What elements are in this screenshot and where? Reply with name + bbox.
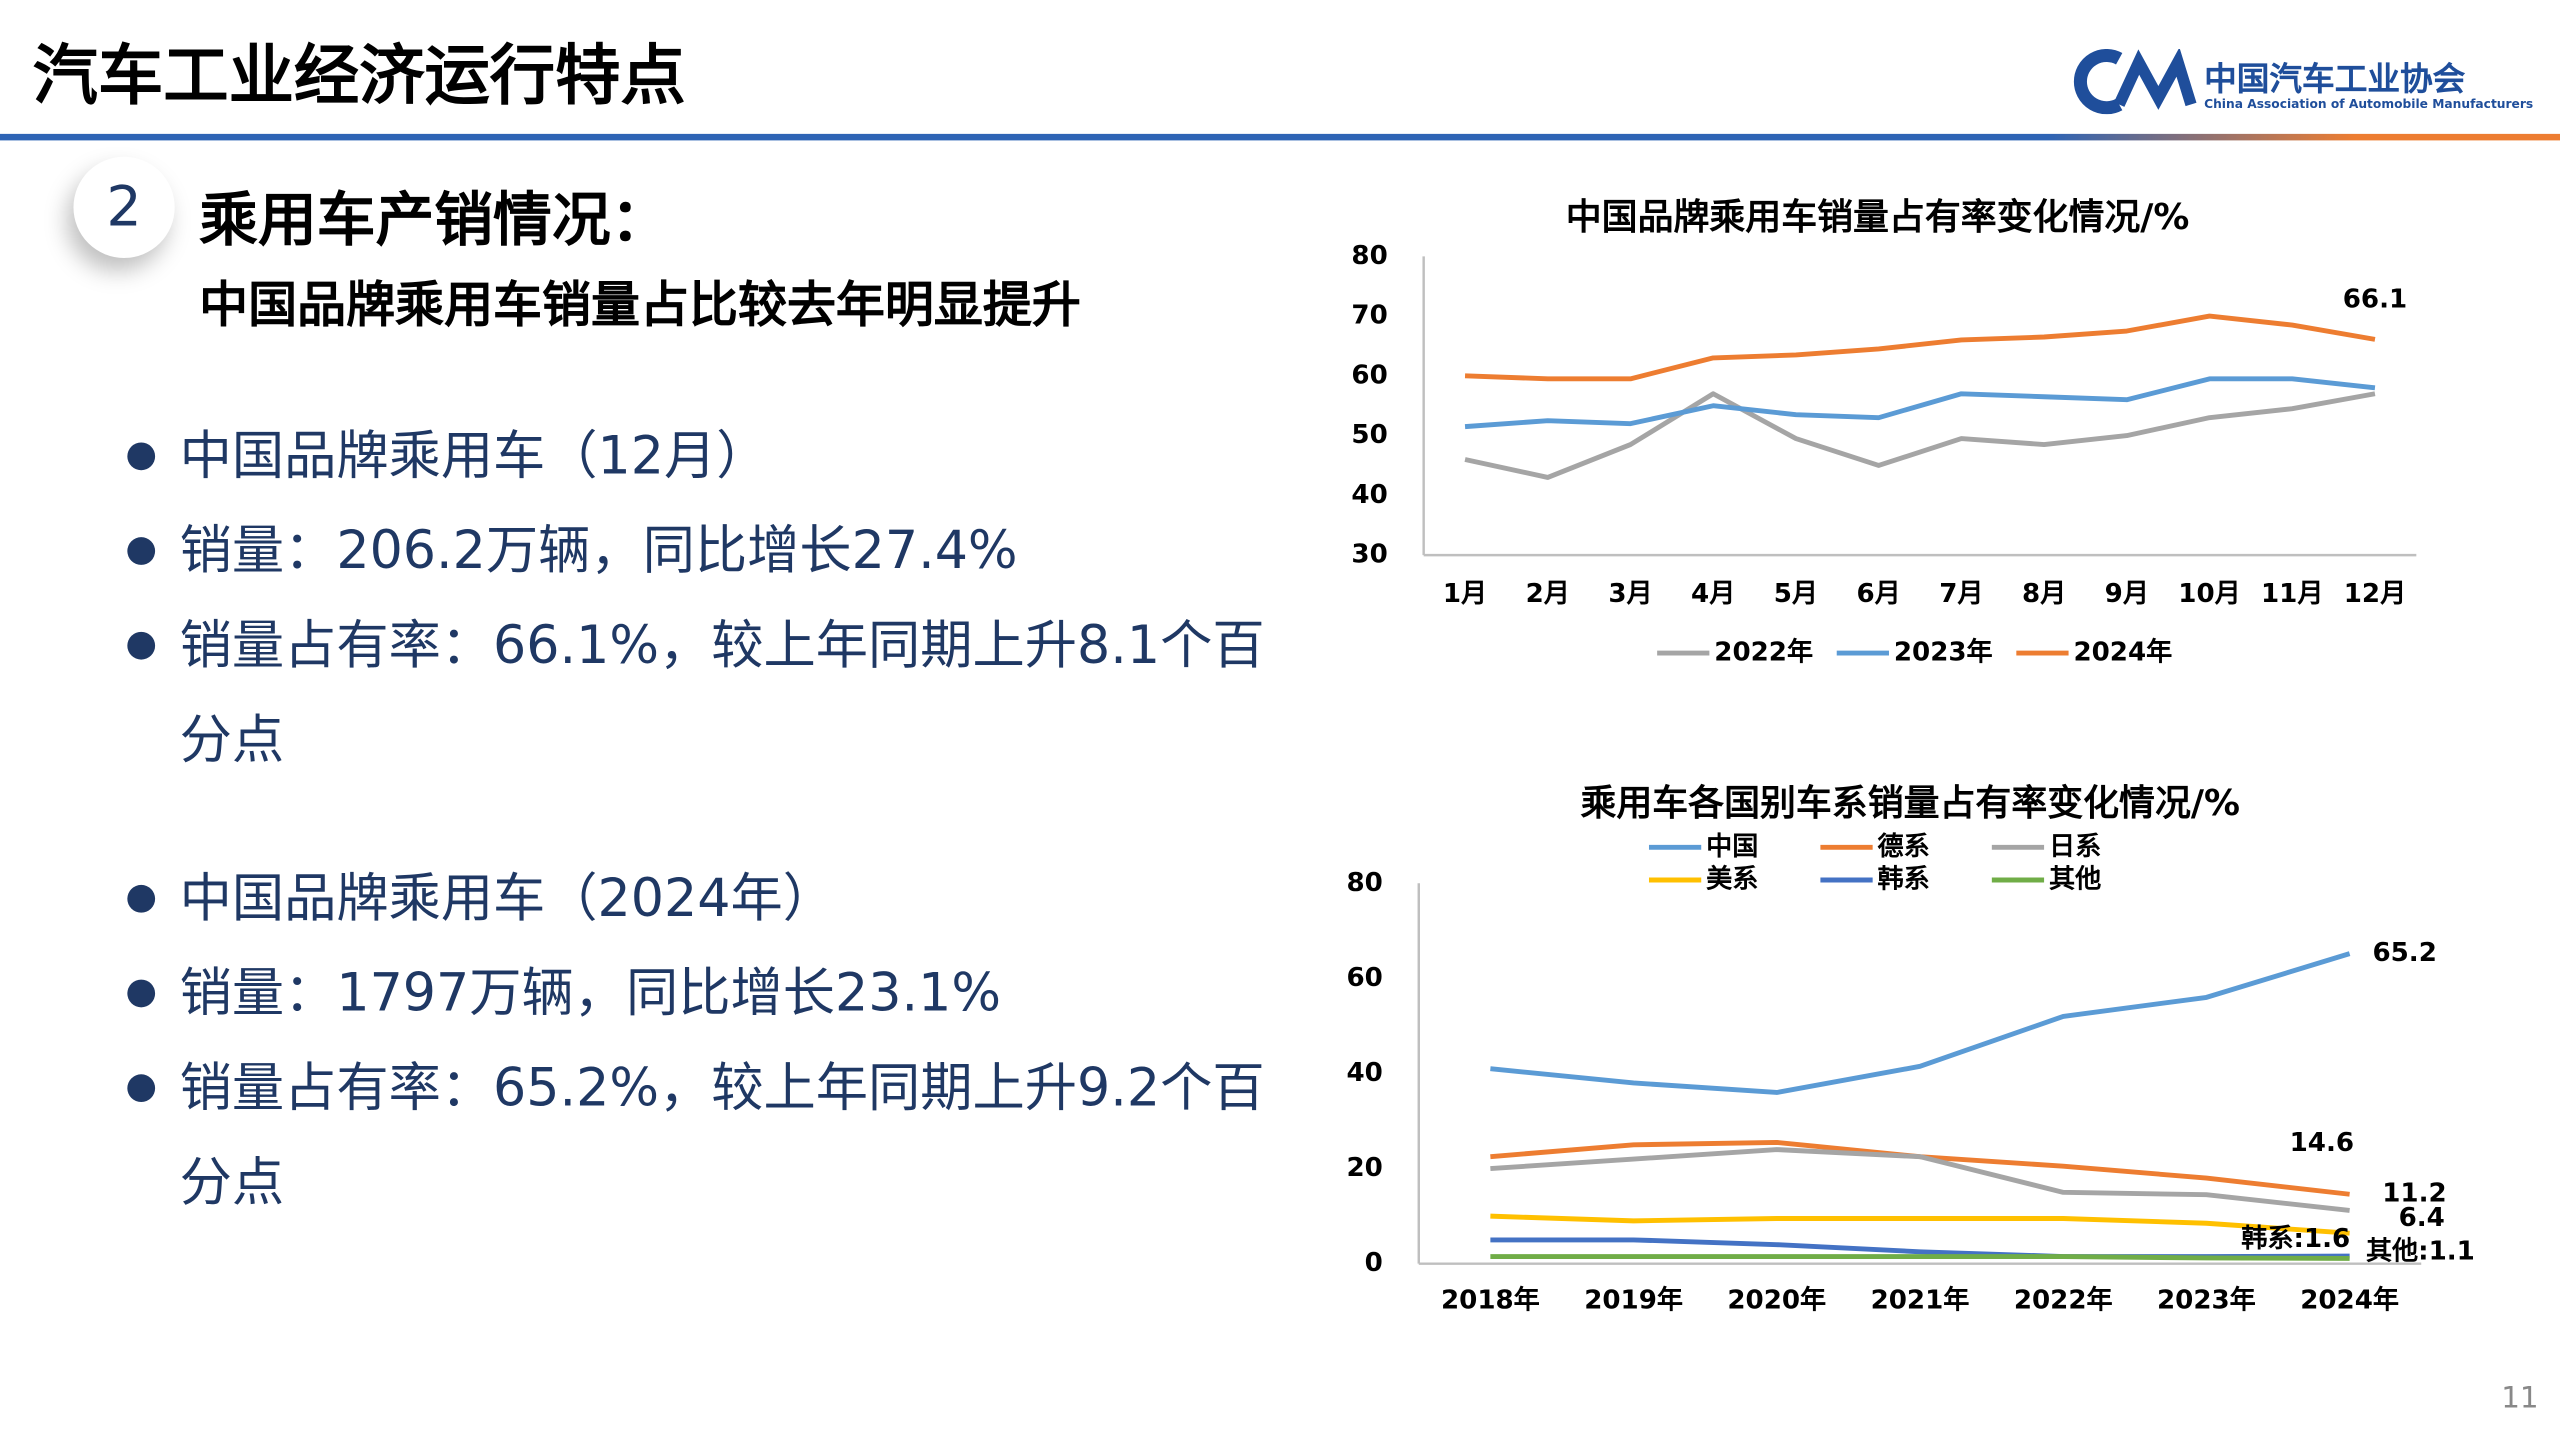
data-label: 其他:1.1 <box>2366 1236 2475 1266</box>
legend-label: 2022年 <box>1714 637 1813 668</box>
x-tick-label: 2018年 <box>1441 1285 1540 1316</box>
y-tick-label: 60 <box>1347 963 1383 993</box>
header-title: 汽车工业经济运行特点 <box>32 39 686 115</box>
section-subheading: 中国品牌乘用车销量占比较去年明显提升 <box>199 277 1081 335</box>
section-number: 2 <box>73 156 175 258</box>
bullet-dot <box>127 442 156 471</box>
bullet-dot <box>127 537 156 565</box>
data-line <box>1490 951 2351 1095</box>
x-tick-label: 4月 <box>1691 579 1735 609</box>
x-tick-label: 6月 <box>1856 579 1900 609</box>
x-tick-label: 3月 <box>1608 579 1652 609</box>
y-tick-label: 60 <box>1351 360 1387 390</box>
bullet-dot <box>127 884 156 913</box>
data-line <box>1490 1213 2350 1236</box>
bullet-text: 中国品牌乘用车（12月） <box>179 424 769 487</box>
data-line <box>1464 313 2376 382</box>
legend-label: 日系 <box>2049 832 2101 862</box>
data-label: 韩系:1.6 <box>2241 1224 2350 1254</box>
bullet-text: 中国品牌乘用车（2024年） <box>179 866 836 929</box>
y-tick-label: 80 <box>1347 868 1383 898</box>
data-line <box>1490 1147 2350 1213</box>
y-tick-label: 40 <box>1347 1058 1383 1088</box>
x-tick-label: 2019年 <box>1584 1285 1683 1316</box>
x-tick-label: 1月 <box>1443 579 1487 609</box>
data-label: 14.6 <box>2290 1128 2354 1158</box>
data-label: 66.1 <box>2343 285 2407 315</box>
bullet-dot <box>127 631 156 660</box>
chart-title: 中国品牌乘用车销量占有率变化情况/% <box>1566 196 2190 238</box>
x-tick-label: 7月 <box>1939 579 1983 609</box>
bullet: 销量：1797万辆，同比增长23.1% <box>127 945 1270 1040</box>
data-line <box>1490 1139 2350 1197</box>
legend-label: 美系 <box>1706 863 1758 894</box>
bullet: 销量：206.2万辆，同比增长27.4% <box>127 503 1270 598</box>
x-tick-label: 2022年 <box>2014 1285 2113 1316</box>
y-tick-label: 80 <box>1351 241 1387 271</box>
section-heading: 乘用车产销情况： <box>199 187 670 255</box>
x-tick-label: 2023年 <box>2157 1285 2256 1316</box>
x-tick-label: 12月 <box>2344 579 2406 609</box>
data-line <box>1490 1237 2350 1259</box>
x-tick-label: 8月 <box>2022 579 2066 609</box>
logo-cn: 中国汽车工业协会 <box>2204 58 2466 98</box>
data-line <box>1464 391 2376 480</box>
y-tick-label: 70 <box>1351 301 1387 331</box>
x-tick-label: 2021年 <box>1871 1285 1970 1316</box>
data-label: 6.4 <box>2399 1203 2445 1233</box>
y-tick-label: 0 <box>1365 1248 1383 1278</box>
data-label: 11.2 <box>2382 1179 2446 1209</box>
legend-label: 中国 <box>1706 832 1758 862</box>
x-tick-label: 2020年 <box>1727 1285 1826 1316</box>
legend-label: 韩系 <box>1878 864 1930 894</box>
x-tick-label: 2024年 <box>2300 1285 2399 1316</box>
bullet-dot <box>127 979 156 1008</box>
y-tick-label: 20 <box>1347 1153 1383 1183</box>
legend-label: 2023年 <box>1894 637 1993 668</box>
bullet: 中国品牌乘用车（2024年） <box>127 851 1270 946</box>
bullet: 销量占有率：66.1%，较上年同期上升8.1个百分点 <box>127 598 1270 787</box>
x-tick-label: 2月 <box>1526 579 1570 609</box>
bullet-dot <box>127 1074 156 1103</box>
bullet-text: 销量：206.2万辆，同比增长27.4% <box>179 519 1018 582</box>
x-tick-label: 10月 <box>2178 579 2240 609</box>
data-line <box>1464 376 2376 430</box>
data-line <box>1490 1254 2350 1261</box>
bullet: 中国品牌乘用车（12月） <box>127 408 1270 503</box>
legend-label: 其他 <box>2049 864 2101 894</box>
bullet: 销量占有率：65.2%，较上年同期上升9.2个百分点 <box>127 1040 1270 1229</box>
legend-label: 德系 <box>1878 832 1930 862</box>
y-tick-label: 30 <box>1351 540 1387 570</box>
legend-label: 2024年 <box>2073 637 2172 668</box>
bullet-text: 销量占有率：65.2%，较上年同期上升9.2个百分点 <box>179 1056 1265 1214</box>
y-tick-label: 50 <box>1351 420 1387 450</box>
bullet-text: 销量：1797万辆，同比增长23.1% <box>179 961 1001 1024</box>
logo-mark <box>2073 48 2197 115</box>
y-tick-label: 40 <box>1351 480 1387 510</box>
bullet-text: 销量占有率：66.1%，较上年同期上升8.1个百分点 <box>179 613 1265 771</box>
data-label: 65.2 <box>2372 938 2436 968</box>
x-tick-label: 11月 <box>2261 579 2323 609</box>
x-tick-label: 9月 <box>2105 579 2149 609</box>
logo-en: China Association of Automobile Manufact… <box>2204 96 2534 112</box>
x-tick-label: 5月 <box>1774 579 1818 609</box>
chart-title: 乘用车各国别车系销量占有率变化情况/% <box>1580 782 2240 824</box>
header-rule <box>0 133 2560 141</box>
page-number: 11 <box>2501 1381 2539 1416</box>
